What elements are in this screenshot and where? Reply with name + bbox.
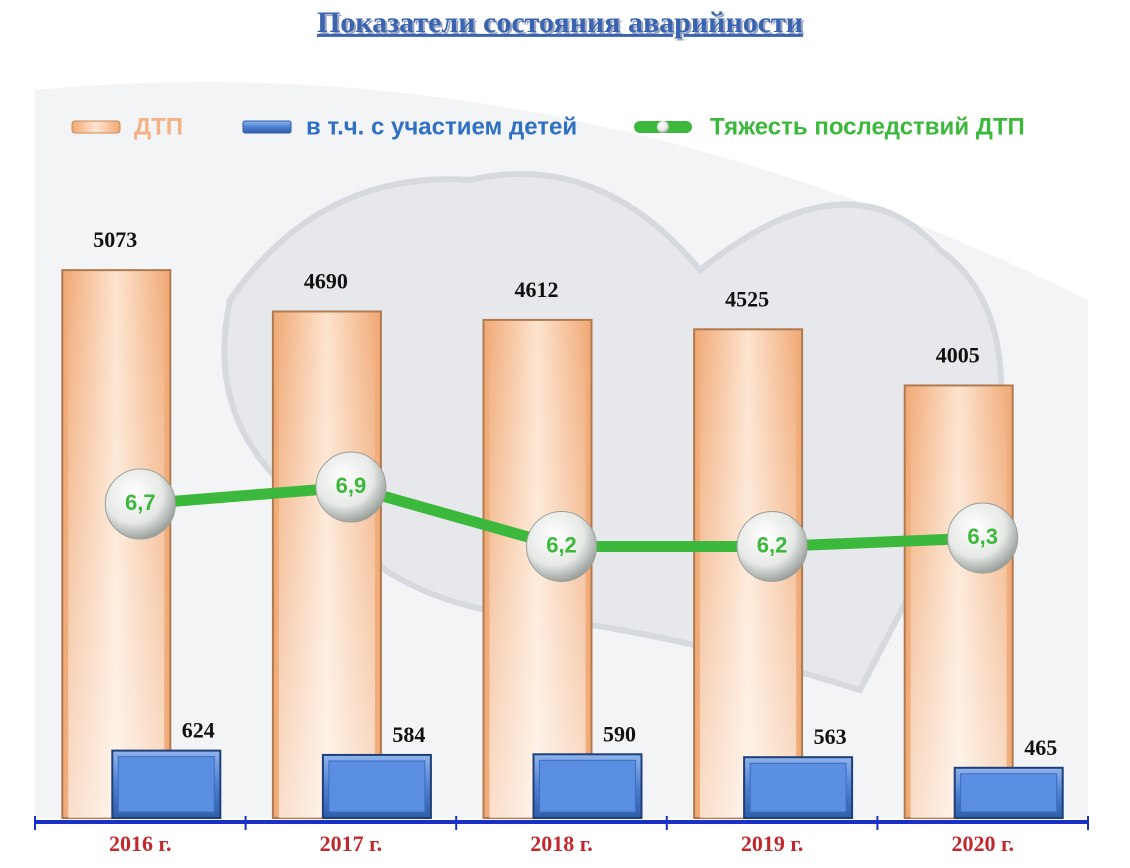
data-label: 563 xyxy=(814,724,847,749)
legend-label: ДТП xyxy=(134,113,183,140)
x-tick-label: 2017 г. xyxy=(320,831,383,856)
bar-inner xyxy=(117,756,215,813)
data-label: 6,2 xyxy=(757,532,788,557)
line-marker xyxy=(736,510,808,582)
bar-inner xyxy=(539,759,636,813)
chart-title-shadow: Показатели состояния аварийности xyxy=(319,8,805,41)
x-tick-label: 2016 г. xyxy=(109,831,172,856)
bar-inner xyxy=(749,762,847,813)
line-marker xyxy=(104,468,176,540)
bar-gloss xyxy=(278,317,375,818)
data-label: 6,2 xyxy=(546,532,577,557)
chart-title: Показатели состояния аварийности xyxy=(317,6,803,39)
bar-gloss xyxy=(68,276,165,819)
bar-inner xyxy=(328,760,426,813)
x-tick-label: 2018 г. xyxy=(530,831,593,856)
line-marker xyxy=(315,451,387,523)
line-marker xyxy=(947,502,1019,574)
data-label: 4612 xyxy=(515,277,559,302)
data-label: 584 xyxy=(392,722,425,747)
data-label: 5073 xyxy=(93,227,137,252)
data-label: 4690 xyxy=(304,269,348,294)
x-tick-label: 2020 г. xyxy=(951,831,1014,856)
data-label: 6,3 xyxy=(967,524,998,549)
data-label: 4525 xyxy=(725,286,769,311)
data-label: 590 xyxy=(603,721,636,746)
data-label: 4005 xyxy=(936,343,980,368)
bar-gloss xyxy=(910,391,1007,818)
legend-label: Тяжесть последствий ДТП xyxy=(710,113,1025,140)
legend-swatch xyxy=(657,121,669,133)
data-label: 6,7 xyxy=(125,490,156,515)
legend-swatch xyxy=(71,120,121,134)
bar-inner xyxy=(960,773,1058,813)
legend-label: в т.ч. с участием детей xyxy=(306,113,577,140)
line-marker xyxy=(526,510,597,582)
x-tick-label: 2019 г. xyxy=(741,831,804,856)
data-label: 465 xyxy=(1024,735,1057,760)
data-label: 6,9 xyxy=(336,473,367,498)
legend-swatch xyxy=(242,120,292,134)
data-label: 624 xyxy=(182,718,215,743)
